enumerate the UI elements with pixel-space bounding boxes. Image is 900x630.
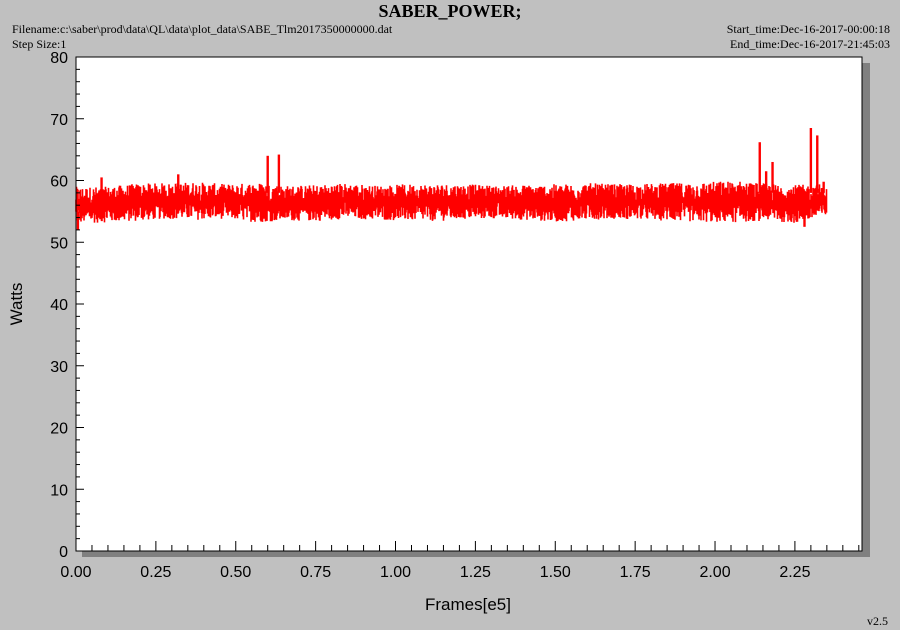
chart-title: SABER_POWER; (378, 1, 522, 21)
x-axis-label: Frames[e5] (425, 595, 511, 614)
step-size-label: Step Size:1 (12, 37, 67, 51)
x-tick-label: 0.50 (220, 564, 251, 581)
y-tick-label: 30 (50, 359, 68, 376)
y-tick-label: 20 (50, 421, 68, 438)
y-tick-label: 40 (50, 297, 68, 314)
y-tick-label: 60 (50, 174, 68, 191)
x-tick-label: 1.25 (460, 564, 491, 581)
x-tick-label: 0.75 (300, 564, 331, 581)
y-tick-label: 70 (50, 112, 68, 129)
y-tick-label: 50 (50, 235, 68, 252)
x-tick-label: 2.25 (779, 564, 810, 581)
y-axis-label: Watts (7, 283, 26, 326)
x-tick-label: 1.75 (620, 564, 651, 581)
start-time-label: Start_time:Dec-16-2017-00:00:18 (726, 22, 890, 36)
x-tick-label: 0.00 (60, 564, 91, 581)
plot-area (75, 56, 863, 552)
end-time-label: End_time:Dec-16-2017-21:45:03 (730, 37, 890, 51)
y-tick-label: 0 (59, 544, 68, 561)
x-tick-label: 1.50 (540, 564, 571, 581)
x-tick-label: 0.25 (140, 564, 171, 581)
y-tick-label: 80 (50, 50, 68, 67)
x-tick-label: 1.00 (380, 564, 411, 581)
y-tick-label: 10 (50, 482, 68, 499)
version-label: v2.5 (867, 614, 888, 628)
x-tick-label: 2.00 (699, 564, 730, 581)
filename-label: Filename:c:\saber\prod\data\QL\data\plot… (12, 22, 393, 36)
axis-layer: 0 10 20 30 40 50 60 70 80 0.00 0.25 0.50 0.75 1.00 1.2… (50, 50, 860, 581)
